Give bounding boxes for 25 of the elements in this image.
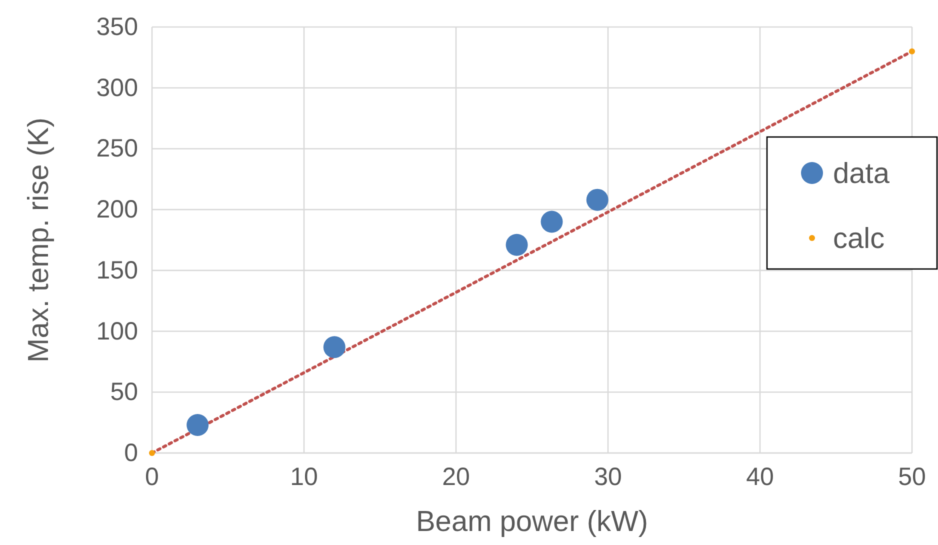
y-tick-label: 250	[96, 134, 138, 163]
x-tick-label: 20	[442, 462, 470, 491]
y-tick-label: 100	[96, 317, 138, 346]
y-tick-label: 300	[96, 74, 138, 102]
y-tick-label: 350	[96, 13, 138, 41]
legend-label: data	[833, 158, 890, 190]
point	[540, 210, 563, 233]
y-axis-title: Max. temp. rise (K)	[23, 118, 55, 362]
point	[149, 450, 155, 456]
x-axis-title: Beam power (kW)	[416, 506, 648, 538]
point	[586, 188, 608, 211]
legend-label: calc	[833, 223, 885, 255]
point	[323, 336, 346, 358]
x-tick-label: 30	[594, 462, 622, 491]
y-tick-label: 200	[96, 196, 138, 224]
y-tick-label: 50	[110, 378, 138, 406]
point	[506, 234, 528, 256]
x-tick-label: 40	[746, 462, 774, 491]
y-tick-label: 0	[124, 439, 138, 467]
x-tick-label: 50	[898, 462, 926, 491]
x-tick-label: 0	[145, 462, 159, 491]
x-tick-label: 10	[290, 462, 318, 491]
point	[186, 414, 209, 436]
y-tick-label: 150	[96, 256, 138, 284]
point	[909, 48, 915, 54]
